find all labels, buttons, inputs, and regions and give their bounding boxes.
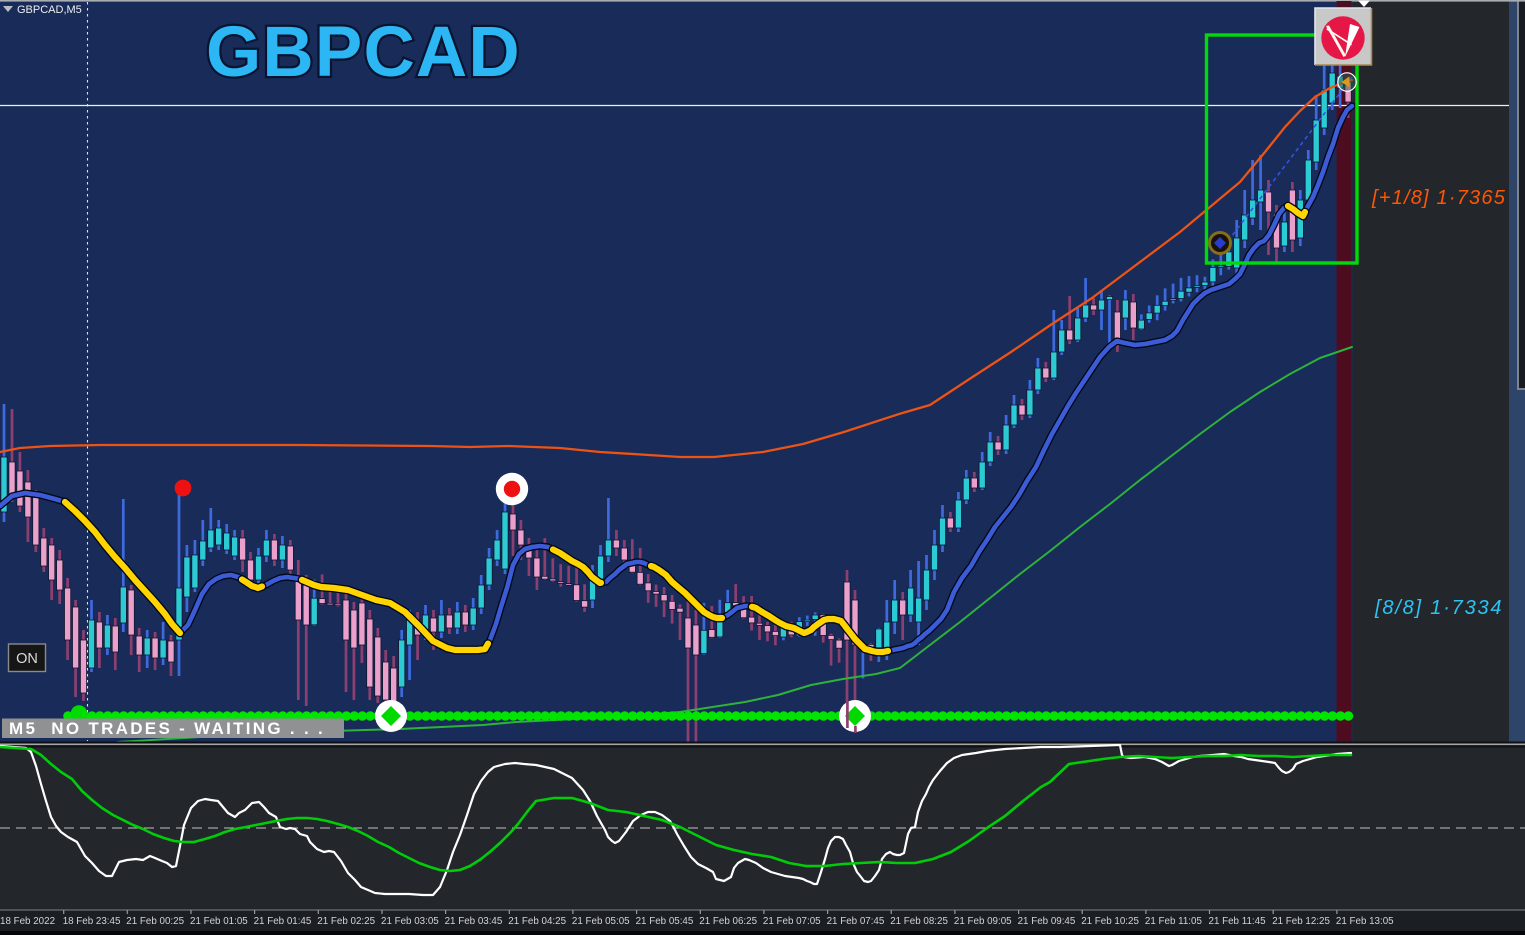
- svg-text:21 Feb 07:05: 21 Feb 07:05: [763, 916, 821, 927]
- svg-text:21 Feb 03:45: 21 Feb 03:45: [445, 916, 503, 927]
- svg-text:21 Feb 01:05: 21 Feb 01:05: [190, 916, 248, 927]
- svg-text:21 Feb 09:05: 21 Feb 09:05: [954, 916, 1012, 927]
- svg-text:[8/8] 1·7334: [8/8] 1·7334: [1374, 597, 1503, 619]
- svg-text:M5 NO TRADES - WAITING . . .: M5 NO TRADES - WAITING . . .: [9, 719, 325, 738]
- svg-text:21 Feb 09:45: 21 Feb 09:45: [1018, 916, 1076, 927]
- svg-text:GBPCAD,M5: GBPCAD,M5: [17, 4, 82, 16]
- svg-text:[+1/8] 1·7365: [+1/8] 1·7365: [1371, 187, 1506, 209]
- svg-text:21 Feb 02:25: 21 Feb 02:25: [317, 916, 375, 927]
- svg-text:21 Feb 03:05: 21 Feb 03:05: [381, 916, 439, 927]
- svg-text:21 Feb 11:45: 21 Feb 11:45: [1209, 916, 1267, 927]
- svg-text:21 Feb 13:05: 21 Feb 13:05: [1336, 916, 1394, 927]
- svg-text:21 Feb 11:05: 21 Feb 11:05: [1145, 916, 1203, 927]
- svg-text:21 Feb 01:45: 21 Feb 01:45: [254, 916, 312, 927]
- svg-text:21 Feb 08:25: 21 Feb 08:25: [890, 916, 948, 927]
- svg-text:21 Feb 07:45: 21 Feb 07:45: [827, 916, 885, 927]
- svg-text:21 Feb 12:25: 21 Feb 12:25: [1272, 916, 1330, 927]
- svg-text:21 Feb 05:05: 21 Feb 05:05: [572, 916, 630, 927]
- svg-text:21 Feb 04:25: 21 Feb 04:25: [508, 916, 566, 927]
- svg-text:21 Feb 05:45: 21 Feb 05:45: [636, 916, 694, 927]
- svg-text:21 Feb 06:25: 21 Feb 06:25: [699, 916, 757, 927]
- svg-text:21 Feb 00:25: 21 Feb 00:25: [126, 916, 184, 927]
- svg-text:ON: ON: [16, 651, 38, 667]
- svg-text:GBPCAD: GBPCAD: [206, 13, 521, 92]
- svg-text:18 Feb 23:45: 18 Feb 23:45: [63, 916, 121, 927]
- svg-text:21 Feb 10:25: 21 Feb 10:25: [1081, 916, 1139, 927]
- svg-text:18 Feb 2022: 18 Feb 2022: [0, 916, 55, 927]
